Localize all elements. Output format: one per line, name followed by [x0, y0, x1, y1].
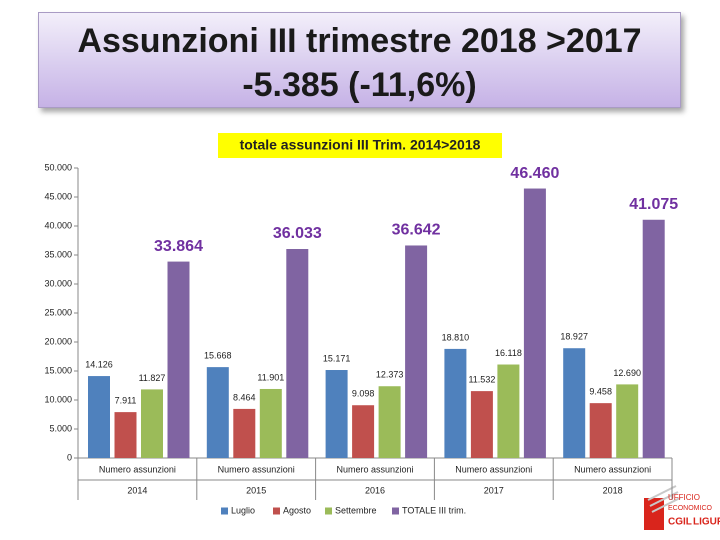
y-tick-label: 10.000 [44, 394, 72, 404]
legend-label: TOTALE III trim. [402, 505, 466, 515]
x-sub-label: Numero assunzioni [99, 464, 176, 474]
title: -5.385 (-11,6%) [242, 66, 477, 104]
logo-lines [647, 485, 681, 513]
x-tick-label: 2016 [365, 485, 385, 495]
logo: UFFICIO ECONOMICO CGIL LIGURIA [644, 485, 720, 530]
data-label: 16.118 [495, 348, 522, 358]
y-tick-label: 35.000 [44, 249, 72, 259]
bar [114, 412, 137, 458]
data-label: 9.098 [352, 389, 375, 399]
y-tick-label: 50.000 [44, 162, 72, 172]
x-sub-label: Numero assunzioni [218, 464, 295, 474]
bar [167, 261, 190, 458]
bar [141, 389, 163, 458]
logo-emblem [644, 498, 664, 530]
bar [206, 367, 229, 458]
y-tick-label: 5.000 [49, 423, 72, 433]
y-tick-label: 45.000 [44, 191, 72, 201]
x-tick-label: 2014 [127, 485, 147, 495]
y-tick-label: 15.000 [44, 365, 72, 375]
data-label: 9.458 [589, 387, 612, 397]
y-tick-label: 40.000 [44, 220, 72, 230]
data-label: 12.373 [376, 370, 404, 380]
data-label: 41.075 [629, 196, 678, 213]
data-label: 11.532 [468, 374, 495, 384]
bar [325, 370, 348, 458]
x-tick-label: 2017 [484, 485, 504, 495]
data-label: 18.810 [442, 332, 470, 342]
bar [589, 403, 612, 458]
bar [378, 386, 401, 458]
legend-swatch [325, 507, 332, 515]
data-label: 15.171 [323, 353, 351, 363]
bar [616, 384, 639, 458]
y-tick-label: 0 [67, 452, 72, 462]
data-label: 11.827 [139, 373, 166, 383]
x-tick-label: 2015 [246, 485, 266, 495]
bar [233, 408, 256, 458]
x-sub-label: Numero assunzioni [455, 464, 532, 474]
logo-text: ECONOMICO [668, 505, 713, 512]
data-label: 36.033 [273, 225, 322, 242]
data-label: 46.460 [510, 165, 559, 182]
chart-title-box [218, 133, 502, 158]
bar [563, 348, 586, 458]
data-label: 8.464 [233, 392, 256, 402]
bar [470, 391, 493, 458]
legend-swatch [273, 507, 280, 515]
bar [444, 348, 467, 458]
x-sub-label: Numero assunzioni [336, 464, 413, 474]
bar [523, 188, 546, 459]
y-tick-label: 25.000 [44, 307, 72, 317]
title: Assunzioni III trimestre 2018 >2017 [77, 22, 642, 60]
data-label: 33.864 [154, 238, 203, 255]
y-tick-label: 20.000 [44, 336, 72, 346]
y-tick-label: 30.000 [44, 278, 72, 288]
legend-label: Settembre [335, 505, 377, 515]
legend-swatch [392, 507, 399, 515]
bar [352, 405, 375, 458]
bar [642, 219, 665, 458]
legend-swatch [221, 507, 228, 515]
logo-text: LIGURIA [693, 517, 720, 528]
chart-title: totale assunzioni III Trim. 2014>2018 [240, 137, 481, 153]
logo-text: UFFICIO [668, 493, 700, 502]
x-tick-label: 2018 [603, 485, 623, 495]
data-label: 12.690 [613, 368, 641, 378]
bar [497, 364, 520, 458]
data-label: 11.901 [257, 372, 284, 382]
data-label: 14.126 [85, 359, 113, 369]
title-box: Assunzioni III trimestre 2018 >2017 -5.3… [38, 12, 681, 108]
data-label: 36.642 [392, 222, 441, 239]
bar [88, 376, 110, 458]
legend-label: Luglio [231, 505, 255, 515]
logo-text: CGIL [668, 517, 692, 528]
bar [286, 249, 309, 458]
data-label: 7.911 [115, 395, 137, 405]
data-label: 18.927 [560, 332, 588, 342]
x-sub-label: Numero assunzioni [574, 464, 651, 474]
bar [405, 245, 428, 458]
data-label: 15.668 [204, 351, 232, 361]
legend-label: Agosto [283, 505, 311, 515]
bar [259, 388, 282, 458]
